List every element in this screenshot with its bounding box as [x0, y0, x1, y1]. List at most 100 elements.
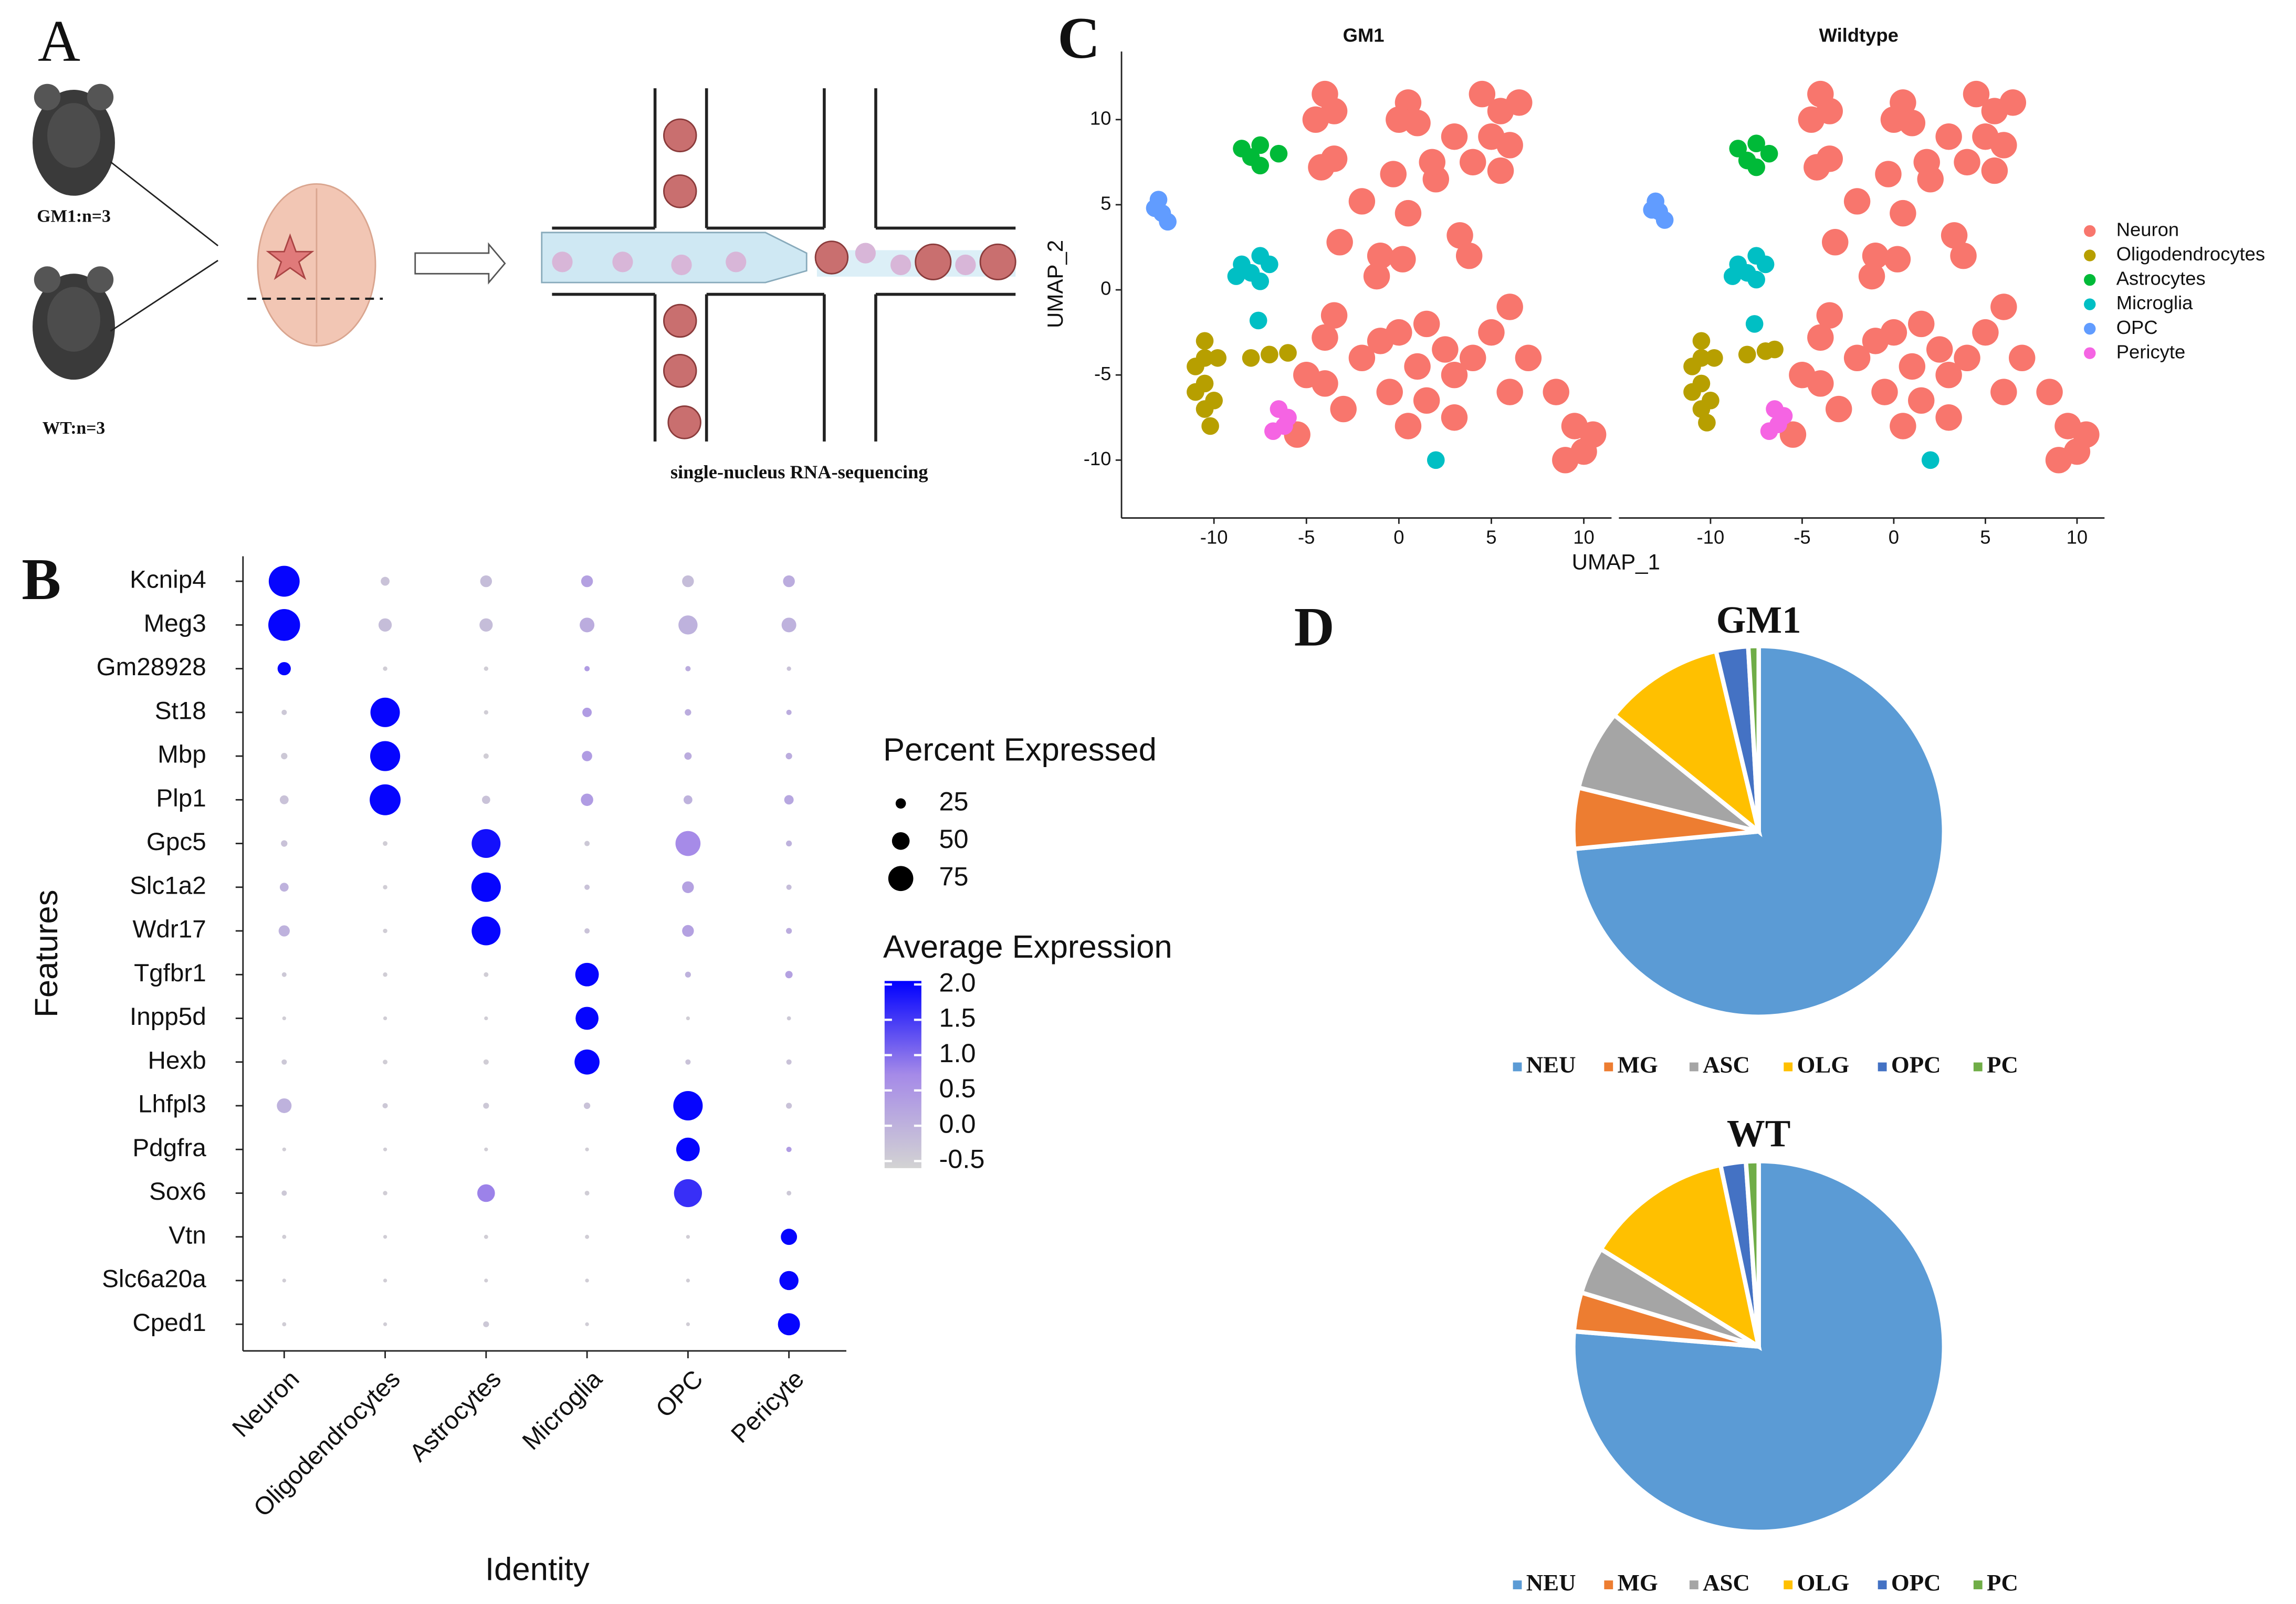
legend-swatch [1689, 1062, 1699, 1072]
dot [786, 1103, 792, 1109]
dot [471, 829, 501, 858]
arrow [110, 259, 218, 332]
dot [383, 1147, 387, 1151]
umap-point [1506, 89, 1533, 116]
umap-point [1926, 336, 1953, 363]
y-tick-label: 0 [1100, 278, 1111, 299]
umap-point [1320, 98, 1348, 124]
legend-title: Percent Expressed [883, 731, 1157, 768]
umap-point [1264, 422, 1282, 441]
dot [484, 1016, 488, 1021]
y-tick-label: Pdgfra [132, 1134, 206, 1162]
x-tick-label: Microglia [517, 1365, 608, 1455]
legend-swatch [1513, 1062, 1522, 1072]
umap-point [1376, 379, 1403, 405]
umap-point [1954, 344, 1980, 371]
dot [583, 1102, 591, 1109]
dot [483, 753, 489, 759]
dot [786, 884, 792, 890]
umap-point [1692, 332, 1711, 350]
umap-point [1515, 344, 1542, 371]
dot [383, 666, 387, 671]
umap-point [1441, 361, 1468, 389]
umap-point [1260, 345, 1278, 364]
dot [281, 1059, 287, 1065]
dot [383, 1016, 387, 1021]
umap-point [2009, 344, 2036, 371]
umap-point [1871, 379, 1898, 405]
dot [787, 666, 791, 671]
umap-point [1729, 140, 1747, 158]
x-tick-label: 0 [1393, 526, 1404, 548]
x-tick-label: 10 [1573, 526, 1595, 548]
umap-point [1655, 211, 1674, 229]
dot [581, 793, 593, 806]
legend-label: ASC [1703, 1051, 1750, 1077]
legend-swatch [1784, 1580, 1793, 1589]
dot [370, 784, 401, 815]
umap-point [1326, 229, 1353, 256]
umap-point [1187, 383, 1204, 401]
dot [683, 795, 693, 804]
umap-point [1251, 136, 1270, 154]
umap-point [1705, 349, 1723, 367]
legend-dot [895, 798, 906, 809]
legend-label: 75 [939, 862, 969, 892]
umap-point [1348, 188, 1376, 215]
y-tick-label: 10 [1090, 107, 1112, 129]
dot [281, 840, 288, 847]
y-tick-label: St18 [155, 697, 206, 725]
umap-point [1404, 110, 1431, 137]
umap-point [1880, 319, 1907, 346]
dot [477, 1184, 495, 1202]
umap-point [1441, 404, 1468, 431]
pie-slice [1598, 1162, 1762, 1351]
dot [786, 709, 792, 715]
dot [370, 741, 401, 771]
umap-point [1756, 255, 1775, 274]
y-tick-label: Slc1a2 [130, 872, 206, 899]
dot [282, 1234, 287, 1239]
umap-point [1899, 110, 1926, 137]
dot [580, 617, 595, 633]
legend-swatch [1513, 1580, 1522, 1589]
dot [582, 751, 592, 761]
umap-point [1843, 188, 1871, 215]
umap-point [1875, 161, 1902, 187]
dot [686, 1016, 690, 1021]
umap-point [1760, 144, 1778, 163]
dot [484, 1278, 488, 1283]
y-tick-label: Mbp [158, 741, 206, 769]
umap-point [1201, 417, 1219, 435]
dot [383, 1235, 387, 1239]
dot [682, 575, 694, 588]
umap-point [1209, 349, 1227, 367]
umap-point [1363, 263, 1390, 290]
legend-label: Oligodendrocytes [2116, 243, 2265, 265]
y-tick-label: Wdr17 [132, 916, 206, 943]
dot [383, 1278, 387, 1283]
legend-label: PC [1987, 1569, 2018, 1596]
x-tick-label: 5 [1980, 526, 1990, 548]
mouse-icon [33, 266, 115, 380]
microfluidic-chip [552, 88, 1016, 442]
dot [282, 1147, 286, 1151]
umap-point [1816, 302, 1843, 329]
umap-point [1427, 451, 1445, 469]
legend-marker [2084, 249, 2096, 261]
dot [584, 841, 590, 846]
mouse-icon [33, 83, 115, 196]
legend-label: OLG [1797, 1051, 1850, 1077]
umap-point [1825, 395, 1852, 423]
legend-label: 25 [939, 787, 969, 816]
dot [483, 1059, 489, 1065]
colorbar-label: 2.0 [939, 967, 976, 997]
dot [279, 883, 289, 892]
dot [471, 916, 501, 946]
umap-point [1890, 413, 1916, 439]
y-tick-label: Gm28928 [97, 653, 206, 681]
oil-stream [541, 232, 808, 284]
umap-point [1747, 270, 1765, 289]
dot [785, 752, 792, 760]
dot [585, 1322, 589, 1326]
